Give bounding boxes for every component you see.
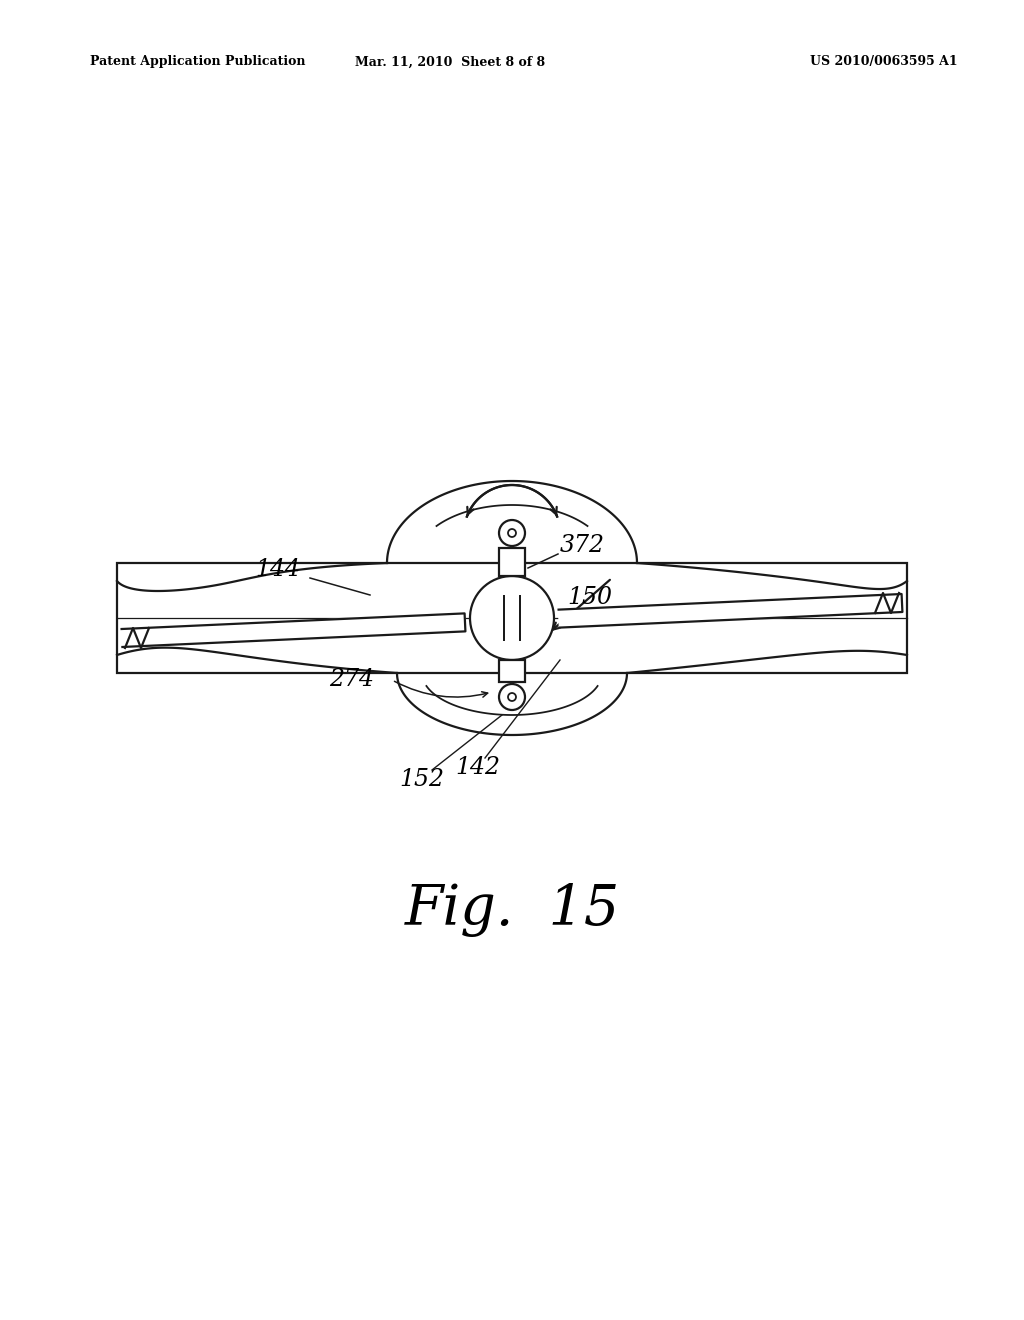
Text: Patent Application Publication: Patent Application Publication (90, 55, 305, 69)
Circle shape (470, 576, 554, 660)
Text: 274: 274 (330, 668, 375, 692)
Circle shape (508, 529, 516, 537)
Bar (117, 564, 907, 673)
Circle shape (499, 520, 525, 546)
Text: 142: 142 (456, 756, 501, 780)
Circle shape (508, 693, 516, 701)
Bar (499, 548, 525, 576)
Polygon shape (122, 614, 466, 647)
Text: Fig.  15: Fig. 15 (404, 883, 620, 937)
Circle shape (499, 684, 525, 710)
Bar (499, 660, 525, 682)
Polygon shape (558, 594, 902, 627)
Text: 372: 372 (559, 535, 604, 557)
Text: 152: 152 (399, 768, 444, 792)
Text: US 2010/0063595 A1: US 2010/0063595 A1 (810, 55, 957, 69)
Text: 144: 144 (256, 558, 300, 582)
Text: 150: 150 (567, 586, 612, 610)
Text: Mar. 11, 2010  Sheet 8 of 8: Mar. 11, 2010 Sheet 8 of 8 (355, 55, 545, 69)
